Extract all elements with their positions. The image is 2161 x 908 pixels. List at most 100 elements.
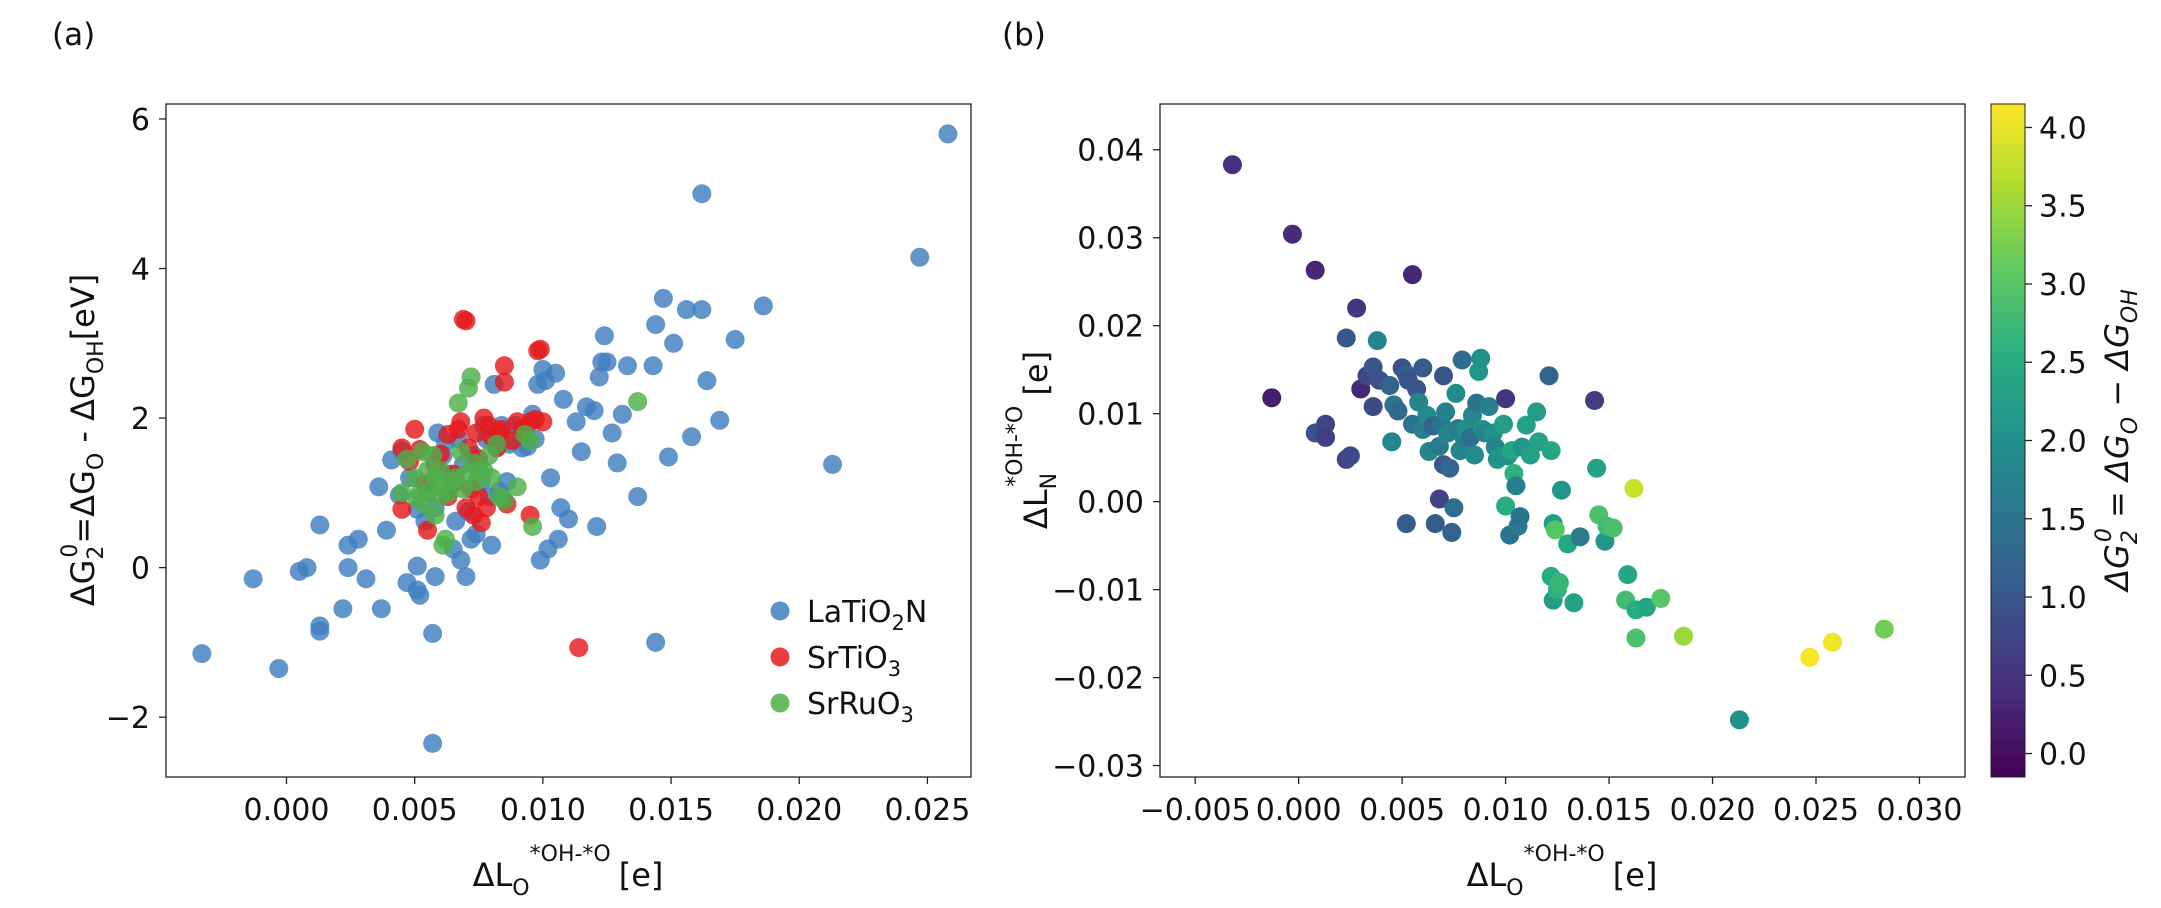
colorbar <box>1990 103 2026 778</box>
point-colored <box>1436 402 1456 422</box>
point-latio2n <box>348 529 368 549</box>
point-latio2n <box>646 632 666 652</box>
point-srruo3 <box>523 516 543 536</box>
point-colored <box>1316 414 1336 434</box>
point-latio2n <box>607 453 627 473</box>
point-latio2n <box>269 659 289 679</box>
point-colored <box>1442 522 1462 542</box>
point-srruo3 <box>487 434 507 454</box>
point-colored <box>1674 626 1694 646</box>
point-colored <box>1516 415 1536 435</box>
point-colored <box>1494 414 1514 434</box>
legend-marker-srtio3 <box>770 647 790 667</box>
point-srtio3 <box>392 499 412 519</box>
point-colored <box>1541 441 1561 461</box>
point-srtio3 <box>494 372 514 392</box>
colorbar-tick-label: 3.0 <box>2039 268 2087 303</box>
panel-a-legend: LaTiO2N SrTiO3 SrRuO3 <box>770 595 927 727</box>
panel-a-xtick-label: 0.000 <box>244 793 330 828</box>
legend-label-srtio3: SrTiO3 <box>807 641 901 681</box>
point-srruo3 <box>628 392 648 412</box>
point-colored <box>1382 432 1402 452</box>
point-latio2n <box>423 623 443 643</box>
point-latio2n <box>725 330 745 350</box>
point-latio2n <box>541 468 561 488</box>
point-latio2n <box>297 558 317 578</box>
point-latio2n <box>682 427 702 447</box>
panel-b-xtick-label: 0.030 <box>1877 793 1963 828</box>
point-latio2n <box>589 367 609 387</box>
point-srtio3 <box>456 311 476 331</box>
panel-a-ytick-label: 6 <box>131 103 150 138</box>
point-srtio3 <box>533 412 553 432</box>
point-latio2n <box>310 621 330 641</box>
point-colored <box>1367 331 1387 351</box>
point-latio2n <box>376 520 396 540</box>
point-srtio3 <box>569 638 589 658</box>
point-colored <box>1624 478 1644 498</box>
point-latio2n <box>617 356 637 376</box>
panel-b-xtick-label: −0.005 <box>1140 793 1251 828</box>
point-latio2n <box>692 184 712 204</box>
colorbar-tick-label: 3.5 <box>2039 190 2087 225</box>
point-srruo3 <box>451 442 471 462</box>
panel-a: (a) 0.000 0.005 0.010 0.015 0.020 0.025 −2 0 2 4 6… <box>52 17 972 901</box>
panel-b-ylabel: ΔLN*OH-*O [e] <box>1003 351 1062 529</box>
point-latio2n <box>553 389 573 409</box>
point-colored <box>1340 446 1360 466</box>
panel-a-xtick-label: 0.010 <box>500 793 586 828</box>
point-srruo3 <box>520 431 540 450</box>
panel-b-xtick-label: 0.000 <box>1256 793 1342 828</box>
panel-b-xtick-label: 0.010 <box>1463 793 1549 828</box>
point-srruo3 <box>423 445 443 465</box>
point-latio2n <box>338 558 358 578</box>
point-srruo3 <box>461 367 481 387</box>
panel-b-xtick-label: 0.025 <box>1773 793 1859 828</box>
point-colored <box>1587 458 1607 478</box>
panel-a-ytick-label: −2 <box>106 701 150 736</box>
point-latio2n <box>938 124 958 144</box>
point-colored <box>1626 628 1646 648</box>
point-colored <box>1222 155 1242 175</box>
point-colored <box>1316 427 1336 447</box>
panel-a-ytick-label: 2 <box>131 402 150 437</box>
panel-a-xtick-label: 0.005 <box>372 793 458 828</box>
point-latio2n <box>664 333 684 353</box>
point-colored <box>1347 298 1367 318</box>
point-latio2n <box>243 569 263 589</box>
panel-b-xtick-label: 0.015 <box>1566 793 1652 828</box>
point-srtio3 <box>405 419 425 439</box>
point-latio2n <box>310 515 330 535</box>
point-colored <box>1429 489 1449 509</box>
point-colored <box>1444 498 1464 518</box>
point-latio2n <box>676 300 696 320</box>
point-colored <box>1506 476 1526 496</box>
point-srruo3 <box>482 468 502 488</box>
point-colored <box>1380 376 1400 396</box>
point-latio2n <box>594 326 614 346</box>
panel-b-ytick-label: −0.01 <box>1052 574 1144 609</box>
point-latio2n <box>643 356 663 376</box>
panel-b-ytick-label: 0.03 <box>1077 222 1144 257</box>
point-colored <box>1452 350 1472 370</box>
point-latio2n <box>423 733 443 753</box>
point-latio2n <box>482 535 502 555</box>
point-latio2n <box>356 569 376 589</box>
point-colored <box>1336 328 1356 348</box>
point-colored <box>1413 358 1433 378</box>
colorbar-tick-label: 0.0 <box>2039 738 2087 773</box>
panel-b-xtick-label: 0.020 <box>1670 793 1756 828</box>
point-colored <box>1262 388 1282 408</box>
colorbar-tick-label: 0.5 <box>2039 659 2087 694</box>
point-latio2n <box>369 477 389 497</box>
legend-label-latio2n: LaTiO2N <box>807 595 927 635</box>
point-latio2n <box>584 401 604 421</box>
point-srruo3 <box>435 529 455 549</box>
point-colored <box>1363 397 1383 417</box>
point-latio2n <box>658 447 678 467</box>
point-colored <box>1446 383 1466 403</box>
point-colored <box>1305 260 1325 280</box>
point-latio2n <box>546 363 566 383</box>
point-latio2n <box>548 529 568 549</box>
point-colored <box>1545 520 1565 540</box>
